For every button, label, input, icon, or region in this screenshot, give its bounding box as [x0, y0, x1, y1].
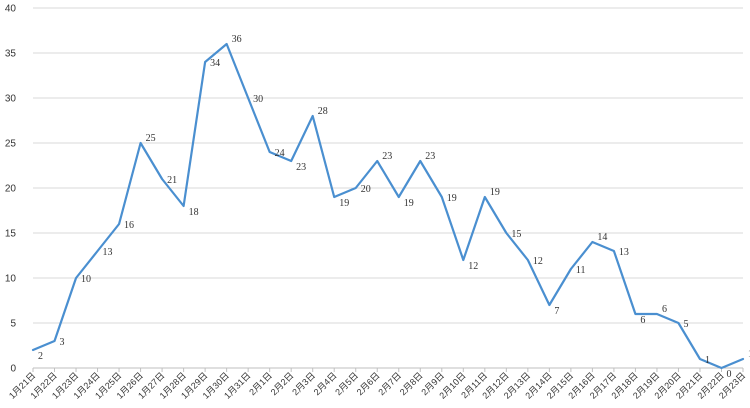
data-point — [483, 195, 487, 199]
data-point — [74, 276, 78, 280]
data-label: 10 — [81, 274, 91, 285]
x-tick-label: 2月5日 — [333, 370, 360, 397]
data-label: 18 — [189, 207, 199, 218]
data-point — [31, 348, 35, 352]
data-point — [332, 195, 336, 199]
data-label: 19 — [490, 187, 500, 198]
y-tick-label: 15 — [5, 229, 17, 240]
data-label: 21 — [167, 175, 177, 186]
x-axis: 1月21日1月22日1月23日1月24日1月25日1月26日1月27日1月28日… — [7, 368, 747, 401]
data-labels: 2310131625211834363024232819202319231912… — [38, 34, 750, 380]
x-tick-label: 2月2日 — [269, 370, 296, 397]
data-point — [440, 195, 444, 199]
data-point — [461, 258, 465, 262]
data-point — [53, 339, 57, 343]
grid-lines — [33, 7, 743, 369]
y-tick-label: 40 — [5, 4, 17, 15]
data-label: 6 — [640, 315, 645, 326]
data-label: 1 — [705, 355, 710, 366]
data-label: 13 — [619, 247, 629, 258]
x-tick-label: 2月6日 — [355, 370, 382, 397]
data-label: 19 — [404, 198, 414, 209]
data-point — [676, 321, 680, 325]
y-axis: 0 5 10 15 20 25 30 35 40 — [5, 4, 17, 375]
y-tick-label: 20 — [5, 184, 17, 195]
data-label: 3 — [60, 337, 65, 348]
y-tick-label: 10 — [5, 274, 17, 285]
x-tick-label: 2月3日 — [290, 370, 317, 397]
x-tick-label: 2月7日 — [376, 370, 403, 397]
data-point — [289, 159, 293, 163]
data-point — [418, 159, 422, 163]
x-tick-label: 2月4日 — [312, 370, 339, 397]
y-tick-label: 30 — [5, 94, 17, 105]
data-point — [590, 240, 594, 244]
data-point — [719, 366, 723, 370]
data-label: 30 — [253, 94, 263, 105]
data-point — [612, 249, 616, 253]
data-point — [311, 114, 315, 118]
y-tick-label: 35 — [5, 49, 17, 60]
data-label: 23 — [382, 151, 392, 162]
data-label: 19 — [339, 198, 349, 209]
y-tick-label: 5 — [10, 319, 16, 330]
data-label: 2 — [38, 351, 43, 362]
data-label: 36 — [232, 34, 242, 45]
data-label: 19 — [447, 193, 457, 204]
data-label: 1 — [748, 349, 750, 360]
data-label: 12 — [468, 261, 478, 272]
data-label: 24 — [275, 148, 285, 159]
data-label: 20 — [361, 184, 371, 195]
data-point — [182, 204, 186, 208]
y-tick-label: 0 — [10, 364, 16, 375]
data-point — [569, 267, 573, 271]
data-point — [526, 258, 530, 262]
x-tick-label: 2月8日 — [398, 370, 425, 397]
data-point — [96, 249, 100, 253]
data-point — [655, 312, 659, 316]
data-label: 11 — [576, 265, 586, 276]
data-label: 0 — [726, 369, 731, 380]
data-label: 6 — [662, 304, 667, 315]
data-label: 23 — [425, 151, 435, 162]
data-point — [504, 231, 508, 235]
data-points — [31, 42, 745, 370]
data-label: 25 — [146, 133, 156, 144]
data-point — [547, 303, 551, 307]
data-point — [160, 177, 164, 181]
y-tick-label: 25 — [5, 139, 17, 150]
x-tick-label: 2月1日 — [247, 370, 274, 397]
series-line — [31, 42, 745, 370]
data-point — [698, 357, 702, 361]
data-label: 14 — [597, 232, 607, 243]
data-point — [117, 222, 121, 226]
data-point — [246, 96, 250, 100]
data-label: 15 — [511, 229, 521, 240]
data-point — [139, 141, 143, 145]
data-point — [375, 159, 379, 163]
data-label: 5 — [683, 319, 688, 330]
data-label: 12 — [533, 256, 543, 267]
data-label: 28 — [318, 106, 328, 117]
data-point — [354, 186, 358, 190]
data-label: 23 — [296, 162, 306, 173]
data-label: 34 — [210, 58, 220, 69]
data-point — [397, 195, 401, 199]
data-label: 7 — [554, 306, 559, 317]
data-point — [225, 42, 229, 46]
data-point — [633, 312, 637, 316]
data-label: 13 — [103, 247, 113, 258]
data-point — [741, 357, 745, 361]
data-point — [268, 150, 272, 154]
data-point — [203, 60, 207, 64]
data-label: 16 — [124, 220, 134, 231]
